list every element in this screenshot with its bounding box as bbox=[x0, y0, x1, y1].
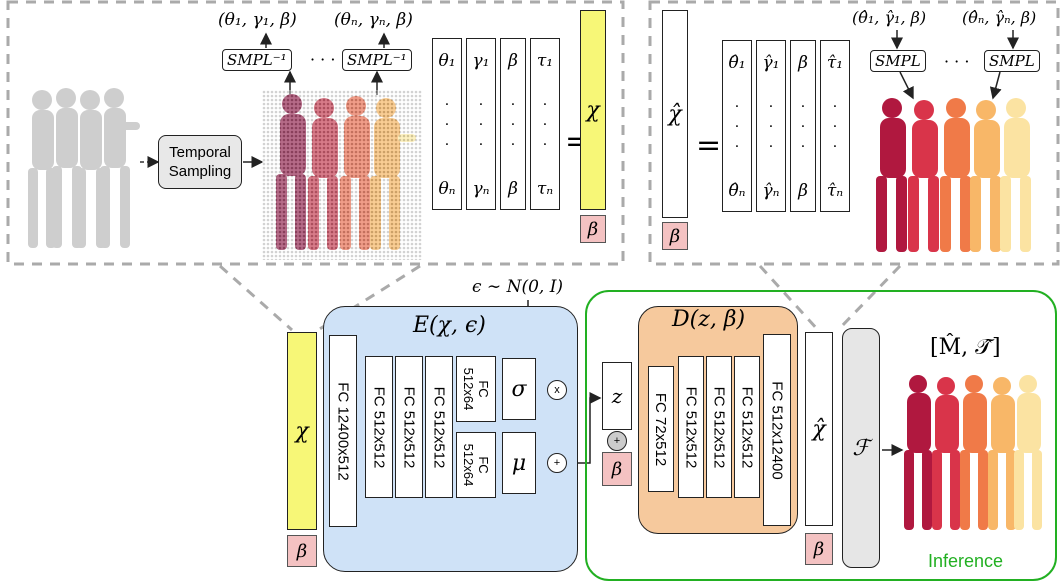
temporal-sampling-box: Temporal Sampling bbox=[158, 135, 242, 189]
matrix-tau-top: τ₁ bbox=[536, 51, 554, 71]
chi-hat-vector: χ̂ bbox=[662, 10, 688, 218]
input-beta-box: β bbox=[287, 535, 317, 567]
mu-box: μ bbox=[502, 432, 536, 494]
matrix-tau-hat-bottom: τ̂ₙ bbox=[826, 181, 844, 201]
matrix-gamma-hat-top: γ̂₁ bbox=[762, 53, 780, 73]
smpl-box-first: SMPL bbox=[870, 50, 926, 72]
latent-z-box: z bbox=[602, 362, 632, 430]
sigma-layer-line-1: FC bbox=[476, 380, 491, 398]
temporal-sampling-line-1: Temporal bbox=[169, 144, 231, 161]
matrix-theta-hat-bottom: θ̂ₙ bbox=[728, 181, 746, 201]
matrix-column-gamma: γ₁ · · · γₙ bbox=[466, 38, 496, 210]
mu-layer-line-1: FC bbox=[476, 456, 491, 474]
encoder-layer-3: FC 512x512 bbox=[395, 356, 423, 498]
matrix-column-theta-hat: θ̂₁ · · · θ̂ₙ bbox=[722, 40, 752, 212]
encoder-layer-1: FC 12400x512 bbox=[329, 335, 357, 527]
matrix-theta-bottom: θₙ bbox=[438, 179, 456, 199]
vertical-dots: · · · bbox=[510, 97, 516, 153]
decoder-layer-5: FC 512x12400 bbox=[763, 334, 791, 526]
matrix-column-theta: θ₁ · · · θₙ bbox=[432, 38, 462, 210]
beta-box: β bbox=[662, 222, 688, 250]
matrix-column-beta: β · · · β bbox=[500, 38, 526, 210]
concat-node: + bbox=[607, 431, 627, 451]
matrix-column-tau: τ₁ · · · τₙ bbox=[530, 38, 560, 210]
param-label-last: (θₙ, γₙ, β) bbox=[334, 10, 413, 30]
matrix-theta-hat-top: θ̂₁ bbox=[728, 53, 746, 73]
output-label: [M̂, 𝒯̂] bbox=[930, 335, 1001, 360]
matrix-gamma-top: γ₁ bbox=[472, 51, 490, 71]
matrix-column-beta: β · · · β bbox=[790, 40, 816, 212]
inference-region bbox=[585, 290, 1057, 581]
sigma-layer: FC 512x64 bbox=[456, 356, 496, 422]
inference-label: Inference bbox=[928, 551, 1004, 571]
reconstructed-body-figures bbox=[876, 98, 1031, 252]
matrix-tau-bottom: τₙ bbox=[536, 179, 554, 199]
vertical-dots: · · · bbox=[832, 99, 838, 155]
matrix-gamma-hat-bottom: γ̂ₙ bbox=[762, 181, 780, 201]
matrix-column-tau-hat: τ̂₁ · · · τ̂ₙ bbox=[820, 40, 850, 212]
equals-sign: = bbox=[696, 128, 722, 163]
output-chi-hat-vector: χ̂ bbox=[805, 332, 833, 526]
sigma-layer-line-2: 512x64 bbox=[461, 367, 476, 411]
encoder-layer-2: FC 512x512 bbox=[365, 356, 393, 498]
ghost-motion-figures bbox=[28, 88, 140, 248]
noise-label: ϵ ∼ N(0, I) bbox=[472, 277, 564, 297]
vertical-dots: · · · bbox=[542, 97, 548, 153]
vertical-dots: · · · bbox=[800, 99, 806, 155]
sigma-box: σ bbox=[502, 358, 536, 420]
param-label-first: (θ̂₁, γ̂₁, β) bbox=[852, 8, 927, 27]
matrix-beta-bottom: β bbox=[508, 179, 518, 199]
param-label-last: (θ̂ₙ, γ̂ₙ, β) bbox=[962, 8, 1037, 27]
decoder-layer-4: FC 512x512 bbox=[734, 356, 760, 498]
chi-vector: χ bbox=[580, 10, 606, 210]
encoder-title: E(χ, ϵ) bbox=[413, 313, 486, 338]
output-beta-box: β bbox=[805, 533, 833, 565]
encoder-layer-4: FC 512x512 bbox=[425, 356, 453, 498]
decoder-layer-2: FC 512x512 bbox=[678, 356, 704, 498]
matrix-gamma-bottom: γₙ bbox=[472, 179, 490, 199]
matrix-beta-top: β bbox=[508, 51, 518, 71]
matrix-theta-top: θ₁ bbox=[438, 51, 456, 71]
temporal-sampling-line-2: Sampling bbox=[168, 163, 232, 180]
vertical-dots: · · · bbox=[734, 99, 740, 155]
smpl-inverse-box-first: SMPL⁻¹ bbox=[222, 49, 292, 71]
mu-layer-line-2: 512x64 bbox=[461, 443, 476, 487]
matrix-column-gamma-hat: γ̂₁ · · · γ̂ₙ bbox=[756, 40, 786, 212]
ellipsis: · · · bbox=[944, 52, 970, 71]
smpl-function-box: ℱ bbox=[842, 328, 880, 568]
decoder-title: D(z, β) bbox=[672, 307, 746, 332]
input-chi-vector: χ bbox=[287, 332, 317, 530]
matrix-tau-hat-top: τ̂₁ bbox=[826, 53, 844, 73]
smpl-box-last: SMPL bbox=[984, 50, 1040, 72]
multiply-node: x bbox=[547, 380, 567, 400]
matrix-beta-top: β bbox=[798, 53, 808, 73]
smpl-inverse-box-last: SMPL⁻¹ bbox=[342, 49, 412, 71]
param-label-first: (θ₁, γ₁, β) bbox=[218, 10, 297, 30]
vertical-dots: · · · bbox=[478, 97, 484, 153]
mu-layer: FC 512x64 bbox=[456, 432, 496, 498]
vertical-dots: · · · bbox=[768, 99, 774, 155]
decoder-layer-3: FC 512x512 bbox=[706, 356, 732, 498]
beta-box: β bbox=[580, 215, 606, 243]
latent-beta-box: β bbox=[602, 452, 632, 486]
add-node: + bbox=[547, 453, 567, 473]
decoder-layer-1: FC 72x512 bbox=[648, 366, 674, 492]
vertical-dots: · · · bbox=[444, 97, 450, 153]
matrix-beta-bottom: β bbox=[798, 181, 808, 201]
ellipsis: · · · bbox=[310, 50, 336, 69]
sampled-pointcloud-figures bbox=[262, 90, 422, 260]
output-body-figures bbox=[904, 375, 1042, 530]
